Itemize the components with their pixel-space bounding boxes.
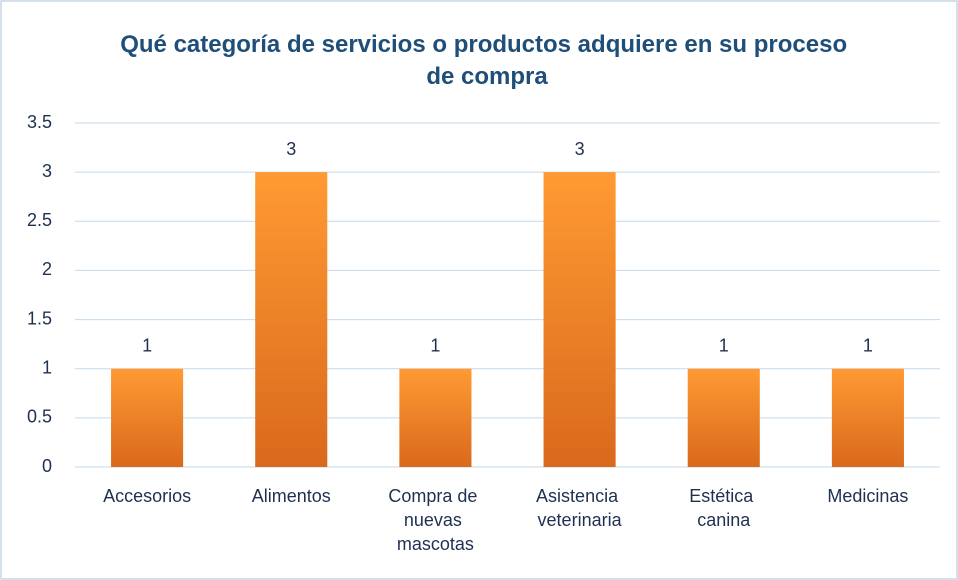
y-tick-label: 1 (42, 357, 52, 377)
text-line: Estética (689, 486, 758, 506)
y-tick-label: 0.5 (27, 407, 52, 427)
x-tick-label: Estética canina (689, 486, 758, 530)
y-tick-label: 3.5 (27, 112, 52, 132)
y-tick-label: 1.5 (27, 308, 52, 328)
text-line: Compra de (388, 486, 482, 506)
text-line: canina (697, 510, 751, 530)
value-label: 1 (863, 335, 873, 355)
y-tick-label: 2 (42, 259, 52, 279)
text-line: mascotas (397, 534, 474, 554)
y-tick-label: 2.5 (27, 210, 52, 230)
text-line: nuevas (404, 510, 467, 530)
bar (399, 368, 472, 467)
x-tick-label: Accesorios (103, 486, 191, 506)
text-line: Qué categoría de servicios o productos a… (120, 31, 854, 58)
bar (687, 368, 760, 467)
bar (111, 368, 184, 467)
text-line: Accesorios (103, 486, 191, 506)
x-tick-label: Asistencia veterinaria (536, 486, 623, 530)
text-line: Alimentos (252, 486, 331, 506)
x-tick-label: Compra de nuevas mascotas (388, 486, 482, 554)
x-tick-label: Medicinas (827, 486, 908, 506)
text-line: de compra (426, 63, 548, 90)
y-tick-label: 0 (42, 456, 52, 476)
bar (543, 172, 616, 467)
value-label: 1 (430, 335, 440, 355)
bar (255, 172, 328, 467)
text-line: Asistencia (536, 486, 623, 506)
value-label: 3 (286, 139, 296, 159)
value-label: 1 (719, 335, 729, 355)
chart-title: Qué categoría de servicios o productos a… (120, 31, 854, 90)
value-label: 3 (575, 139, 585, 159)
text-line: veterinaria (538, 510, 623, 530)
bar (831, 368, 904, 467)
x-tick-label: Alimentos (252, 486, 331, 506)
text-line: Medicinas (827, 486, 908, 506)
value-label: 1 (142, 335, 152, 355)
y-tick-label: 3 (42, 161, 52, 181)
